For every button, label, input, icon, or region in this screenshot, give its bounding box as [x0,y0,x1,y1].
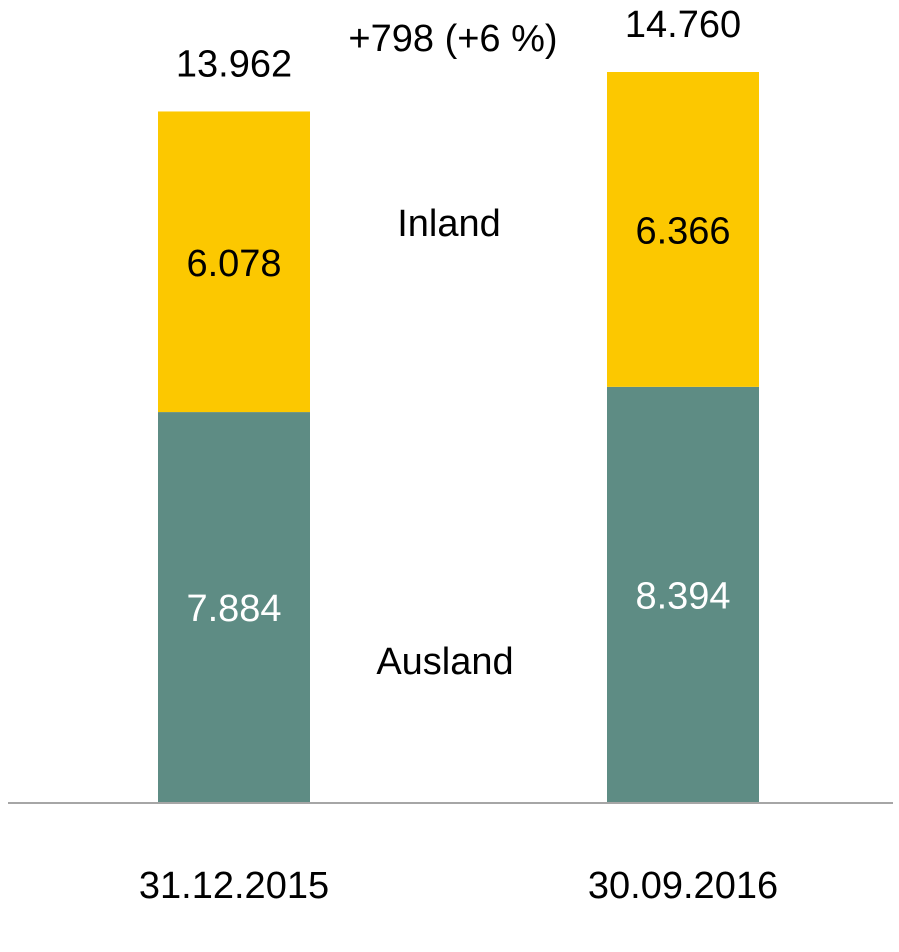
data-label-ausland-1: 7.884 [186,588,281,630]
x-tick-label-1: 31.12.2015 [139,865,329,907]
data-label-ausland-2: 8.394 [635,575,730,617]
bar-segment-inland-1 [158,111,310,413]
bar-segment-ausland-1 [158,412,310,802]
bar-segment-ausland-2 [607,386,759,802]
x-tick-label-2: 30.09.2016 [588,865,778,907]
total-label-2: 14.760 [625,4,741,46]
labels-layer: 7.884 6.078 13.962 31.12.2015 8.394 6.366 14.7… [139,4,778,907]
series-label-ausland: Ausland [376,641,513,683]
change-annotation: +798 (+6 %) [348,18,557,60]
bar-segment-inland-2 [607,72,759,387]
series-label-inland: Inland [397,203,501,245]
total-label-1: 13.962 [176,43,292,85]
data-label-inland-2: 6.366 [635,210,730,252]
data-label-inland-1: 6.078 [186,243,281,285]
bars-layer [158,72,759,802]
